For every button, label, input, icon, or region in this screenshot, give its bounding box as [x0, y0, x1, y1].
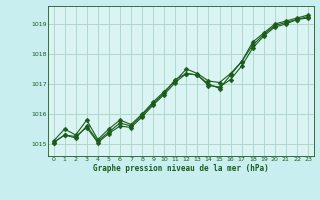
X-axis label: Graphe pression niveau de la mer (hPa): Graphe pression niveau de la mer (hPa)	[93, 164, 269, 173]
